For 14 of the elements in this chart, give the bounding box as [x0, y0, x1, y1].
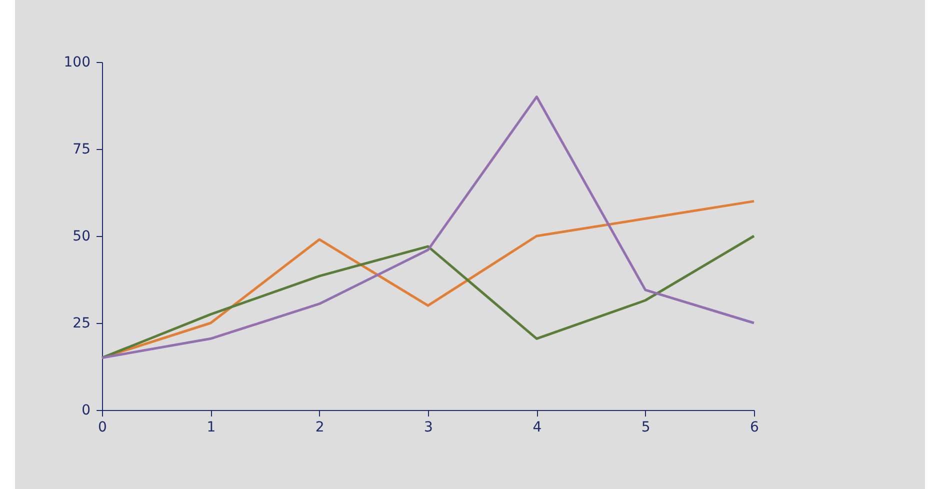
x-tick-label: 3 [424, 420, 433, 436]
y-tick-label: 75 [72, 142, 90, 158]
y-tick-label: 100 [64, 54, 90, 70]
x-tick-label: 2 [315, 420, 324, 436]
line-series [100, 234, 756, 360]
line-series [100, 96, 756, 360]
y-tick-label: 25 [72, 316, 90, 332]
x-tick-label: 6 [750, 420, 760, 436]
y-tick-label: 0 [82, 402, 90, 418]
y-tick-label: 50 [72, 228, 90, 244]
x-tick-label: 0 [98, 420, 107, 436]
x-tick-label: 1 [206, 420, 216, 436]
x-tick-label: 4 [532, 420, 542, 436]
x-tick-label: 5 [641, 420, 650, 436]
